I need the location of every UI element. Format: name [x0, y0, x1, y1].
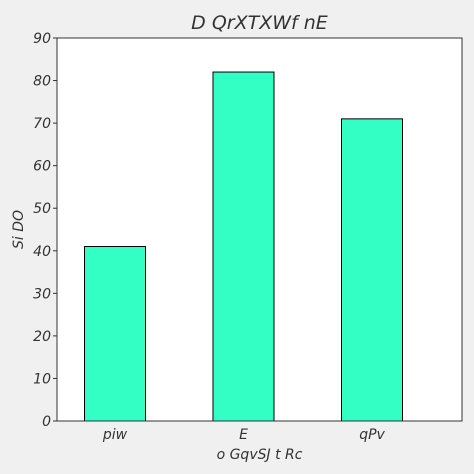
y-tick-label: 60	[33, 159, 51, 175]
y-tick-label: 10	[33, 371, 51, 387]
plot-frame	[56, 37, 463, 422]
y-tick-label: 30	[33, 286, 51, 302]
y-tick-label: 0	[42, 414, 51, 430]
y-tick-label: 20	[33, 329, 51, 345]
bar-qPv	[341, 118, 403, 422]
bar-piw	[84, 246, 146, 422]
y-axis-ticks: 0 10 20 30 40 50 60 70 80 90	[33, 31, 57, 430]
y-axis-label: Si DO	[11, 210, 27, 249]
y-tick-label: 40	[33, 244, 51, 260]
x-axis-label: o GqvSJ t Rc	[217, 447, 303, 463]
x-tick-label: piw	[102, 427, 128, 443]
chart-title: D QrXTXWf nE	[191, 12, 328, 34]
y-tick-label: 70	[33, 116, 51, 132]
y-tick-label: 90	[33, 31, 51, 47]
x-tick-label: E	[239, 427, 248, 443]
x-tick-label: qPv	[359, 427, 385, 443]
bars-group	[84, 71, 403, 422]
y-tick-label: 50	[33, 201, 51, 217]
y-tick-label: 80	[33, 74, 51, 90]
bar-E	[212, 71, 275, 422]
